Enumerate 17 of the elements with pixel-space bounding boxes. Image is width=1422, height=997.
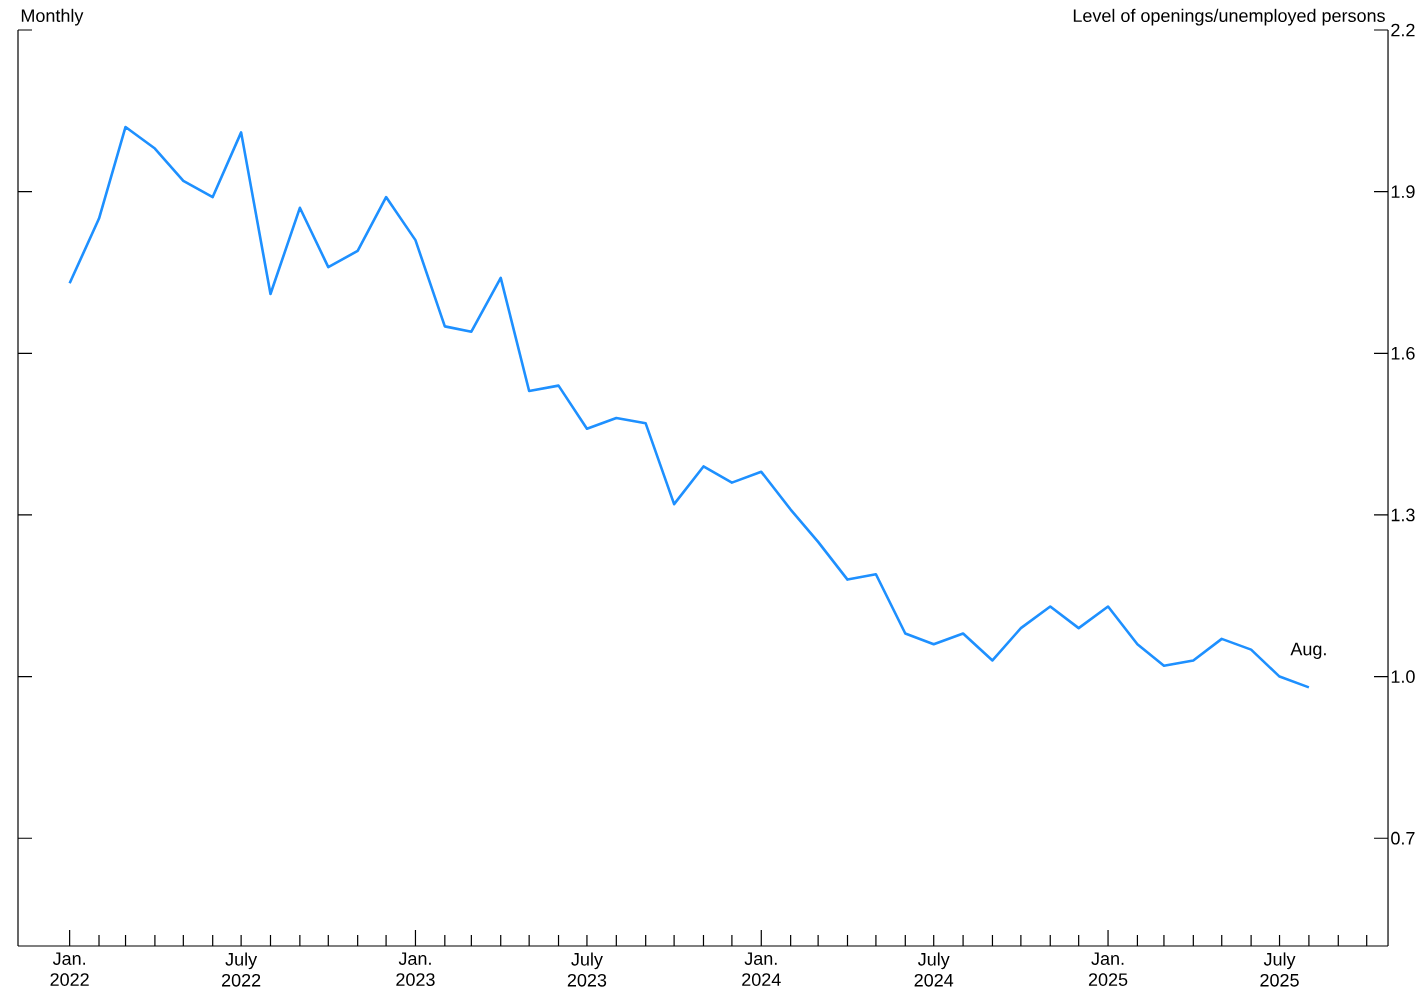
y-tick-label: 0.7 <box>1391 831 1415 845</box>
x-tick-label: Jan. 2023 <box>396 952 435 986</box>
y-tick-label: 1.6 <box>1391 346 1415 360</box>
x-tick-label: Jan. 2024 <box>742 952 781 986</box>
x-tick-label: July 2023 <box>567 952 607 987</box>
y-tick-label: 1.9 <box>1391 185 1415 199</box>
y-tick-label: 2.2 <box>1391 23 1415 37</box>
y-axis-title: Level of openings/unemployed persons <box>1073 8 1385 26</box>
chart-subtitle: Monthly <box>21 8 84 26</box>
x-tick-label: Jan. 2022 <box>50 952 89 986</box>
x-tick-label: Jan. 2025 <box>1088 952 1128 986</box>
annotation: Aug. <box>1290 642 1326 659</box>
x-tick-label: July 2025 <box>1260 952 1299 987</box>
x-tick-label: July 2022 <box>222 952 261 987</box>
x-tick-label: July 2024 <box>914 952 954 987</box>
y-tick-label: 1.0 <box>1391 670 1415 683</box>
y-tick-label: 1.3 <box>1391 508 1415 522</box>
